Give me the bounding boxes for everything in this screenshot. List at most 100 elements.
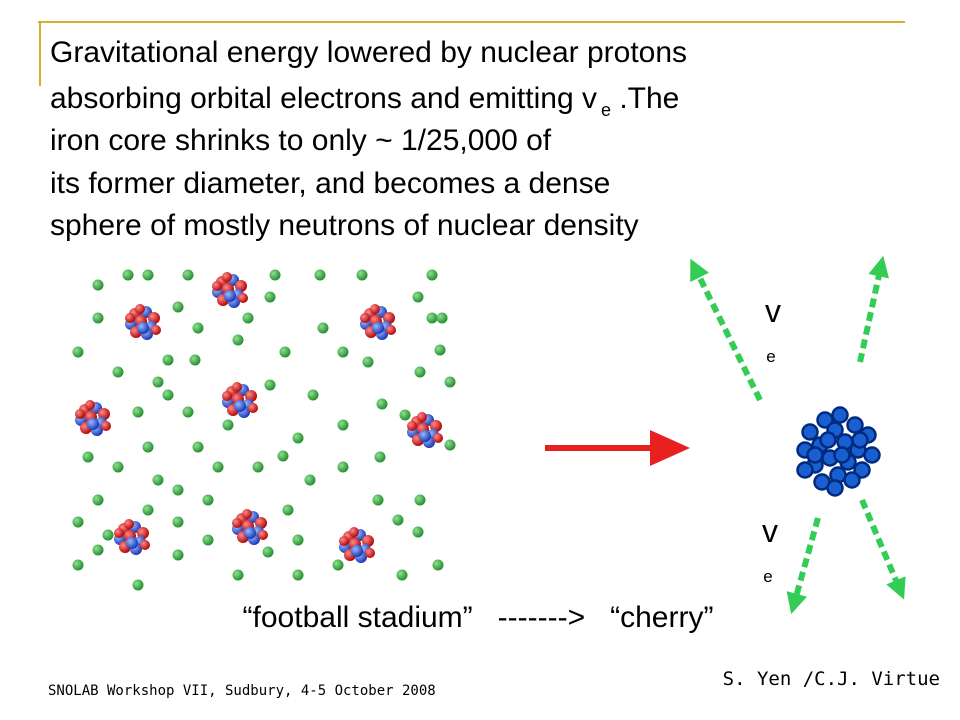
nucleus <box>114 519 150 555</box>
footer-right: S. Yen /C.J. Virtue <box>723 668 940 690</box>
electron <box>112 366 124 378</box>
electron <box>396 569 408 581</box>
electron <box>142 441 154 453</box>
electron <box>337 419 349 431</box>
electron <box>142 504 154 516</box>
neutron-star <box>796 406 881 497</box>
electron <box>434 344 446 356</box>
electron <box>444 376 456 388</box>
neutron <box>816 411 834 429</box>
nucleus <box>339 527 375 563</box>
stadium <box>72 269 456 591</box>
neutron <box>853 461 871 479</box>
electron <box>202 494 214 506</box>
electron <box>182 269 194 281</box>
nucleus <box>222 382 258 418</box>
electron <box>132 406 144 418</box>
electron <box>356 269 368 281</box>
electron <box>444 439 456 451</box>
arrow-head <box>650 430 690 466</box>
electron <box>192 441 204 453</box>
electron <box>192 322 204 334</box>
electron <box>332 559 344 571</box>
electron <box>112 461 124 473</box>
neutron <box>843 471 861 489</box>
neutron <box>826 479 844 497</box>
electron <box>242 312 254 324</box>
neutrino-symbol: v <box>762 513 778 549</box>
caption: “football stadium” -------> “cherry” <box>243 601 714 634</box>
electron <box>282 504 294 516</box>
electron <box>222 419 234 431</box>
electron <box>92 312 104 324</box>
title-text: absorbing orbital electrons and emitting… <box>50 82 597 115</box>
electron <box>432 559 444 571</box>
electron <box>72 516 84 528</box>
nucleus <box>360 304 396 340</box>
title-line: sphere of mostly neutrons of nuclear den… <box>50 209 639 242</box>
electron <box>269 269 281 281</box>
neutron <box>833 446 851 464</box>
electron <box>189 354 201 366</box>
subscript: e <box>601 100 611 120</box>
electron <box>414 494 426 506</box>
electron <box>314 269 326 281</box>
electron <box>307 389 319 401</box>
electron <box>372 494 384 506</box>
neutrino-subscript: e <box>763 567 772 586</box>
electron <box>292 534 304 546</box>
neutron <box>846 416 864 434</box>
neutrino-subscript: e <box>766 347 775 366</box>
electron <box>279 346 291 358</box>
title-text: .The <box>611 82 679 115</box>
neutron <box>801 423 819 441</box>
electron <box>374 451 386 463</box>
electron <box>264 379 276 391</box>
electron <box>202 534 214 546</box>
title-line: its former diameter, and becomes a dense <box>50 167 610 200</box>
electron <box>317 322 329 334</box>
electron <box>122 269 134 281</box>
nucleus <box>232 509 268 545</box>
electron <box>232 334 244 346</box>
electron <box>304 474 316 486</box>
title-line: Gravitational energy lowered by nuclear … <box>50 36 687 69</box>
electron <box>152 474 164 486</box>
neutron <box>863 446 881 464</box>
electron <box>399 409 411 421</box>
electron <box>337 346 349 358</box>
electron <box>92 494 104 506</box>
title-text: its former diameter, and becomes a dense <box>50 167 610 200</box>
electron <box>102 529 114 541</box>
neutron <box>851 431 869 449</box>
footer-left: SNOLAB Workshop VII, Sudbury, 4-5 Octobe… <box>48 683 436 699</box>
nucleus <box>75 400 111 436</box>
electron <box>142 269 154 281</box>
electron <box>212 461 224 473</box>
electron <box>292 432 304 444</box>
electron <box>72 346 84 358</box>
electron <box>182 406 194 418</box>
neutron <box>806 446 824 464</box>
title-text: iron core shrinks to only ~ 1/25,000 of <box>50 124 552 157</box>
electron <box>172 301 184 313</box>
electron <box>172 484 184 496</box>
electron <box>92 544 104 556</box>
electron <box>412 291 424 303</box>
neutron <box>819 431 837 449</box>
electron <box>412 526 424 538</box>
electron <box>132 579 144 591</box>
electron <box>426 269 438 281</box>
electron <box>436 312 448 324</box>
electron <box>392 514 404 526</box>
electron <box>362 356 374 368</box>
electron <box>162 354 174 366</box>
electron <box>337 461 349 473</box>
neutrino-arrows <box>690 255 906 615</box>
title-text: Gravitational energy lowered by nuclear … <box>50 36 687 69</box>
electron <box>262 546 274 558</box>
title-line: iron core shrinks to only ~ 1/25,000 of <box>50 124 552 157</box>
electron <box>252 461 264 473</box>
electron <box>414 366 426 378</box>
